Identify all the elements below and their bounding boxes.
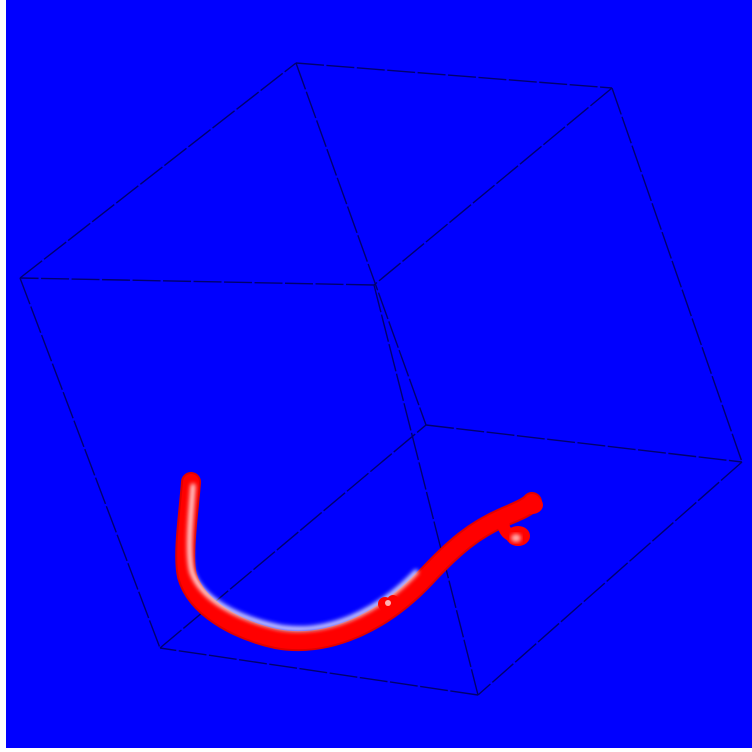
tube-highlight <box>187 483 419 632</box>
tube-end-bulb <box>521 496 543 514</box>
box-edge <box>477 461 743 696</box>
tube-end-highlight <box>511 534 521 542</box>
render-viewport[interactable] <box>6 0 752 748</box>
box-edge <box>373 87 613 286</box>
3d-scene-canvas[interactable] <box>6 0 752 748</box>
box-edge <box>19 277 375 286</box>
box-edge <box>19 277 161 649</box>
box-edge <box>295 62 613 89</box>
box-edge <box>425 424 743 463</box>
box-edge <box>373 284 479 696</box>
box-edge <box>19 62 297 279</box>
box-edge <box>611 87 743 463</box>
box-edge <box>159 647 479 696</box>
scene-background <box>6 0 752 748</box>
red-tube-trajectory <box>175 472 543 652</box>
bounding-box-wireframe <box>19 62 743 696</box>
tube-joint-highlight <box>385 600 391 606</box>
box-edge <box>295 62 427 426</box>
